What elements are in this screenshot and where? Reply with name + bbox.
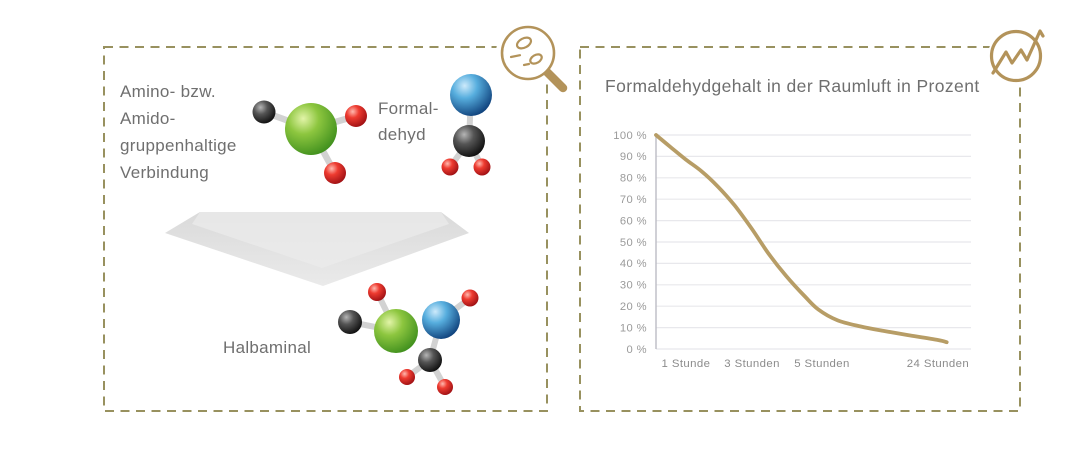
- y-tick-label: 10 %: [620, 322, 647, 334]
- y-tick-label: 100 %: [613, 130, 647, 142]
- reactant-label: Amino- bzw. Amido- gruppenhaltige Verbin…: [120, 78, 237, 186]
- chart-panel-border: [579, 46, 1021, 412]
- x-tick-label: 1 Stunde: [662, 358, 711, 370]
- reactant-label-line: Verbindung: [120, 163, 210, 182]
- y-tick-label: 50 %: [620, 237, 647, 249]
- reactant-label-line: gruppenhaltige: [120, 136, 237, 155]
- y-tick-label: 90 %: [620, 151, 647, 163]
- chart-title: Formaldehydgehalt in der Raumluft in Pro…: [605, 76, 980, 96]
- formaldehyde-molecule: [441, 74, 492, 176]
- x-tick-label: 5 Stunden: [794, 358, 850, 370]
- reactant-label-line: Amino- bzw.: [120, 82, 216, 101]
- magnifier-molecules-icon: [496, 21, 571, 96]
- halbaminal-molecule: [338, 283, 479, 395]
- reaction-panel-border: [103, 46, 548, 412]
- reaction-arrow-down-icon: [165, 212, 469, 286]
- trend-line-icon: [988, 28, 1045, 84]
- formaldehyde-label-line: dehyd: [378, 125, 426, 144]
- y-tick-label: 40 %: [620, 258, 647, 270]
- reactant-label-line: Amido-: [120, 109, 176, 128]
- reaction-panel: Amino- bzw. Amido- gruppenhaltige Verbin…: [103, 46, 548, 412]
- product-label: Halbaminal: [223, 338, 312, 357]
- formaldehyde-label: Formal- dehyd: [378, 96, 439, 148]
- y-tick-label: 0 %: [627, 344, 647, 356]
- y-tick-label: 30 %: [620, 280, 647, 292]
- x-tick-label: 3 Stunden: [724, 358, 780, 370]
- y-tick-label: 80 %: [620, 173, 647, 185]
- chart-panel: Formaldehydgehalt in der Raumluft in Pro…: [579, 46, 1021, 412]
- formaldehyde-decay-chart: 0 % 10 % 20 % 30 % 40 % 50 % 60 % 70 % 80 % 90 % 1…: [613, 130, 971, 370]
- y-tick-label: 20 %: [620, 301, 647, 313]
- y-tick-label: 60 %: [620, 215, 647, 227]
- formaldehyde-label-line: Formal-: [378, 99, 439, 118]
- amino-compound-molecule: [252, 100, 367, 184]
- x-tick-label: 24 Stunden: [907, 358, 969, 370]
- y-tick-label: 70 %: [620, 194, 647, 206]
- decay-curve: [654, 133, 949, 345]
- reaction-graphics: [165, 74, 492, 395]
